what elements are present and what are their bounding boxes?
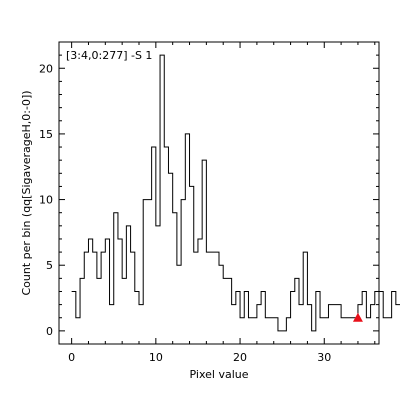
x-tick-label: 10: [149, 351, 163, 364]
y-tick-label: 0: [46, 325, 53, 338]
axis-ticks: [59, 41, 379, 345]
x-axis-label: Pixel value: [190, 368, 249, 381]
plot-frame: [58, 41, 380, 345]
x-tick-label: 0: [68, 351, 75, 364]
axis-tick-labels: 0 10 20 30 0 5 10 15 20: [39, 62, 331, 364]
y-tick-label: 5: [46, 259, 53, 272]
chart-annotation: [3:4,0:277] -S 1: [66, 49, 152, 62]
endpoint-marker: [352, 312, 363, 322]
x-tick-label: 20: [233, 351, 247, 364]
y-tick-label: 10: [39, 194, 53, 207]
histogram-step-line: [71, 54, 400, 332]
x-tick-label: 30: [317, 351, 331, 364]
y-tick-label: 20: [39, 62, 53, 75]
y-axis-label: Count per bin (qq[SigaverageH,0:-0]): [20, 90, 33, 295]
y-tick-label: 15: [39, 128, 53, 141]
